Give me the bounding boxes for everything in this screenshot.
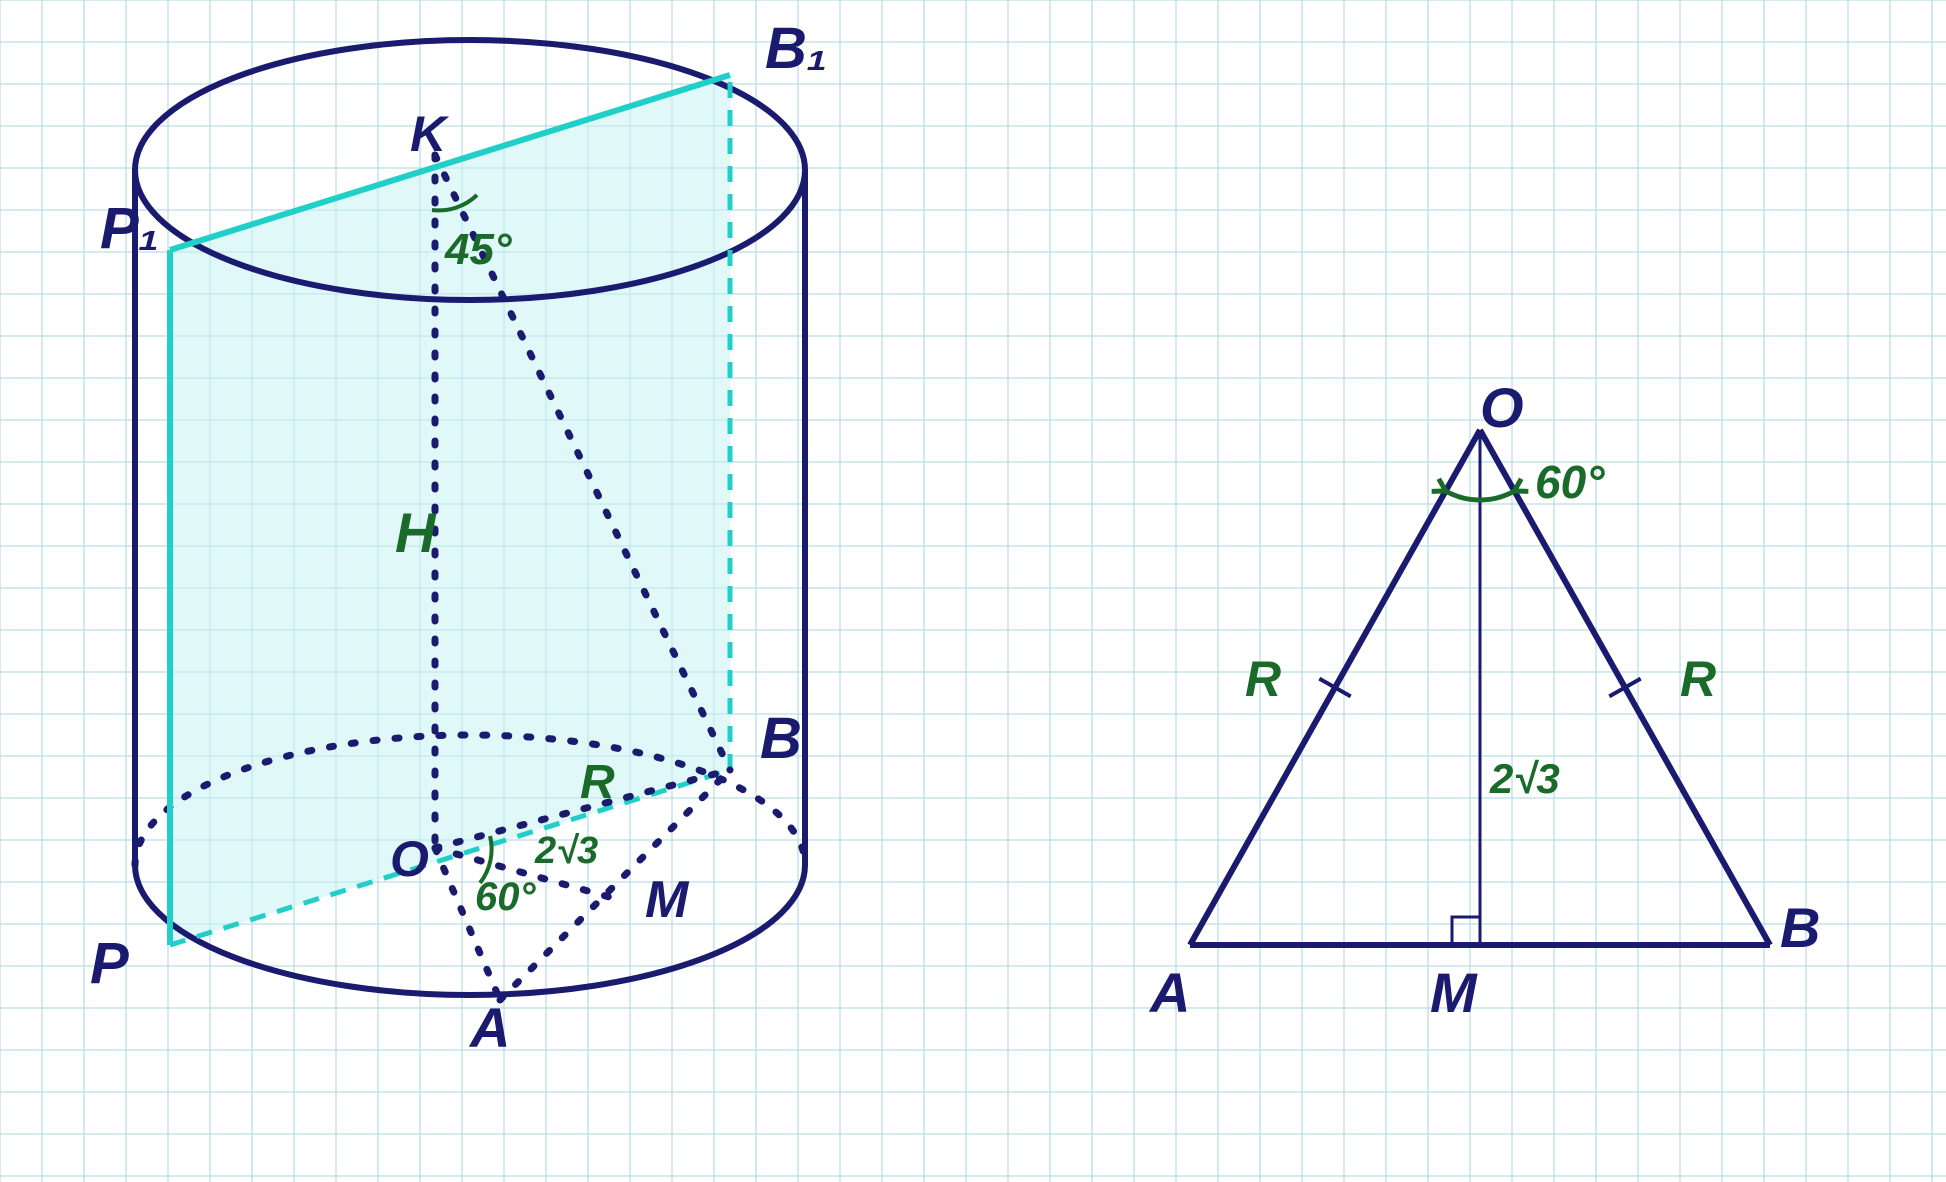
cross-section-fill (170, 75, 730, 945)
label-angle-60-tri: 60° (1535, 455, 1605, 509)
tick-OB (1609, 679, 1640, 697)
label-R-right: R (1680, 650, 1716, 708)
label-B1: B₁ (765, 15, 827, 82)
label-P1: P₁ (100, 195, 159, 262)
label-angle-45: 45° (445, 225, 512, 275)
label-R-left: R (1245, 650, 1281, 708)
label-P: P (90, 930, 129, 997)
label-M-tri: M (1430, 960, 1477, 1025)
geometry-scene (0, 0, 1946, 1182)
angle-60-arrow-2 (1514, 479, 1528, 492)
label-R-cyl: R (580, 755, 615, 810)
label-A-tri: A (1150, 960, 1190, 1025)
label-H: H (395, 500, 435, 565)
right-angle-mark (1452, 917, 1480, 945)
tick-OA (1319, 679, 1350, 697)
label-angle-60-cyl: 60° (475, 875, 536, 920)
label-2sqrt3-cyl: 2√3 (535, 830, 598, 873)
label-B-tri: B (1780, 895, 1820, 960)
label-K: K (410, 105, 446, 163)
label-A-cyl: A (470, 995, 510, 1060)
label-2sqrt3-tri: 2√3 (1490, 755, 1560, 803)
label-O-cyl: O (390, 830, 429, 888)
angle-60-arrow-1 (1432, 479, 1446, 492)
label-O-tri: O (1480, 375, 1524, 440)
label-B-cyl: B (760, 705, 802, 772)
label-M-cyl: M (645, 870, 688, 930)
